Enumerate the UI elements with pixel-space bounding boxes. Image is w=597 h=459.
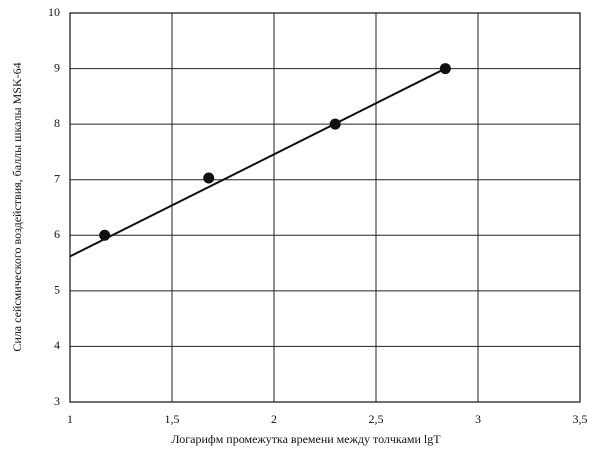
x-tick-label: 3,5 <box>573 412 588 426</box>
y-tick-label: 9 <box>54 60 60 74</box>
y-tick-label: 6 <box>54 227 60 241</box>
x-tick-label: 2 <box>271 412 277 426</box>
plot-frame <box>69 12 581 403</box>
data-point <box>203 172 215 184</box>
y-tick-label: 4 <box>54 338 60 352</box>
y-tick-label: 3 <box>54 394 60 408</box>
data-point <box>99 229 111 241</box>
y-tick-label: 7 <box>54 171 60 185</box>
y-axis-label: Сила сейсмического воздействия, баллы шк… <box>10 62 24 351</box>
y-tick-label: 10 <box>48 5 60 19</box>
x-tick-label: 3 <box>475 412 481 426</box>
y-tick-label: 8 <box>54 116 60 130</box>
x-tick-label: 1,5 <box>165 412 180 426</box>
trend-line <box>69 67 446 258</box>
data-point <box>439 63 451 75</box>
y-tick-label: 5 <box>54 283 60 297</box>
x-axis-label: Логарифм промежутка времени между толчка… <box>171 432 441 446</box>
x-tick-label: 2,5 <box>369 412 384 426</box>
data-point <box>329 118 341 130</box>
x-tick-label: 1 <box>67 412 73 426</box>
